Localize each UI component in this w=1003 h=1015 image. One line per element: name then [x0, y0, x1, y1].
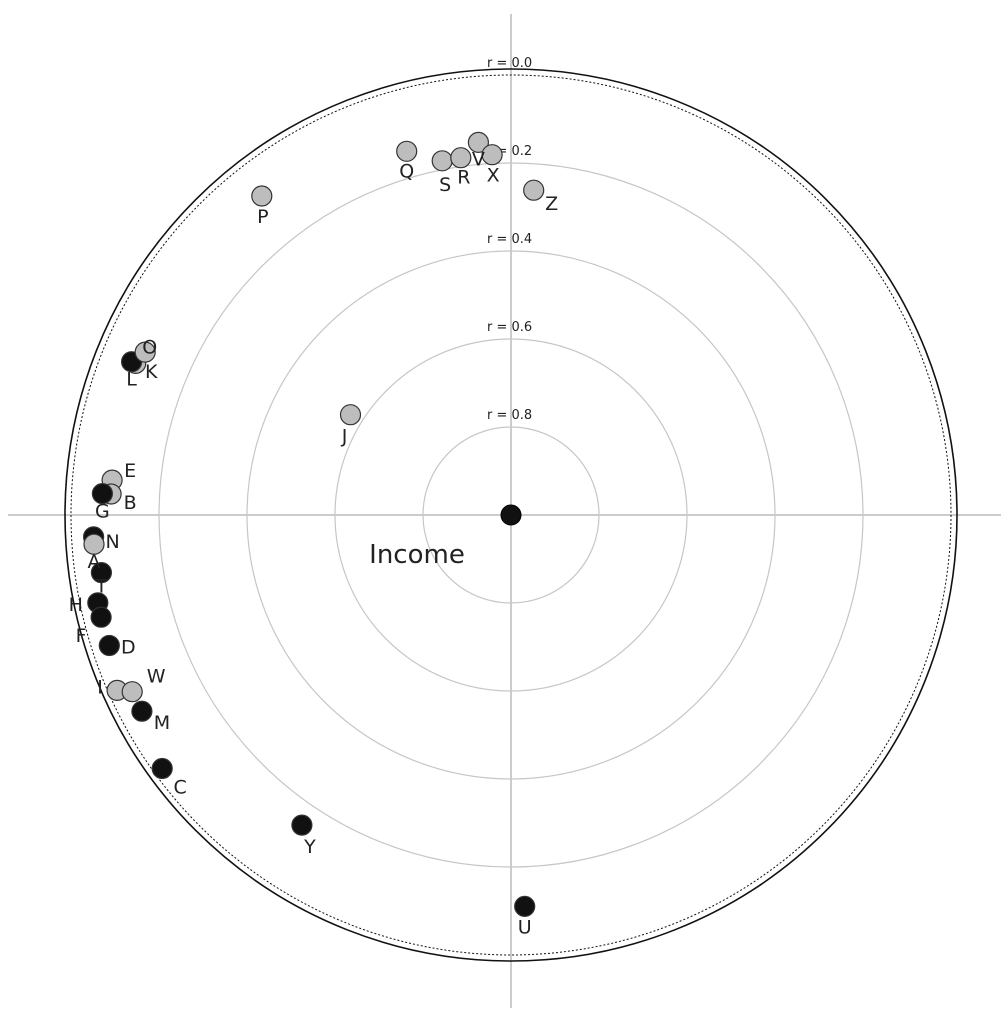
point-M [131, 700, 153, 722]
point-X [481, 144, 503, 166]
point-R [450, 147, 472, 169]
point-label-E: E [124, 460, 136, 482]
point-Y [291, 814, 313, 836]
point-label-I: I [97, 676, 103, 698]
point-label-M: M [154, 712, 170, 734]
point-Q [396, 140, 418, 162]
point-label-J: J [341, 426, 348, 448]
point-W [121, 681, 143, 703]
point-label-S: S [439, 174, 451, 196]
ring-label: r = 0.6 [487, 320, 532, 335]
points-layer [82, 131, 545, 918]
point-label-D: D [121, 637, 136, 659]
point-label-A: A [88, 551, 101, 573]
point-C [151, 757, 173, 780]
point-D [98, 634, 120, 657]
center-label: Income [369, 540, 465, 570]
point-label-Z: Z [545, 193, 558, 215]
point-label-G: G [95, 501, 110, 523]
ring-label: r = 0.0 [487, 56, 532, 71]
point-label-V: V [472, 148, 485, 170]
point-label-P: P [257, 206, 268, 228]
point-label-L: L [126, 369, 137, 391]
point-A [83, 533, 105, 555]
point-G [91, 483, 114, 505]
point-label-R: R [457, 167, 470, 189]
outer-boundary-ring [64, 68, 958, 962]
point-label-H: H [69, 594, 83, 616]
point-T [90, 561, 113, 584]
ring-r-0-0 [70, 74, 952, 956]
ring-r-0-4 [246, 250, 776, 780]
point-J [339, 404, 362, 426]
point-P [251, 185, 273, 207]
center-point [500, 504, 522, 526]
ring-r-0-6 [334, 338, 688, 692]
point-label-F: F [76, 625, 87, 647]
ring-label: r = 0.8 [487, 408, 532, 423]
ring-r-0-2 [158, 162, 864, 868]
point-label-C: C [174, 777, 187, 799]
point-label-K: K [145, 361, 158, 383]
point-label-U: U [518, 916, 532, 938]
point-label-Q: Q [399, 160, 414, 182]
grid-layer: r = 0.0r = 0.2r = 0.4r = 0.6r = 0.8 [8, 14, 1001, 1008]
point-label-N: N [105, 531, 119, 553]
point-V [467, 131, 489, 153]
point-label-Y: Y [303, 836, 316, 858]
point-S [431, 150, 453, 172]
point-F [90, 606, 112, 628]
ring-r-0-8 [422, 426, 600, 604]
point-U [514, 895, 536, 918]
point-label-X: X [487, 165, 500, 187]
ring-label: r = 0.4 [487, 232, 532, 247]
point-label-T: T [95, 576, 108, 598]
point-label-W: W [147, 666, 166, 688]
point-Z [523, 179, 545, 201]
point-K [134, 341, 156, 363]
point-label-O: O [142, 336, 157, 358]
point-label-B: B [124, 492, 137, 514]
